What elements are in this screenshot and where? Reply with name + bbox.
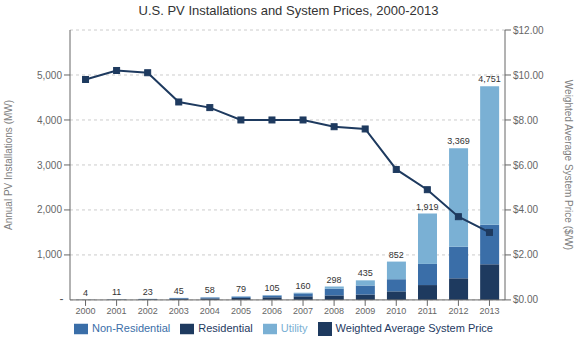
svg-text:$10.00: $10.00: [513, 70, 544, 81]
svg-text:2005: 2005: [231, 306, 251, 316]
svg-text:3,369: 3,369: [447, 136, 470, 146]
svg-text:23: 23: [143, 287, 153, 297]
svg-text:852: 852: [389, 250, 404, 260]
svg-text:2008: 2008: [324, 306, 344, 316]
svg-text:2,000: 2,000: [37, 204, 62, 215]
svg-text:2004: 2004: [200, 306, 220, 316]
svg-text:$4.00: $4.00: [513, 204, 538, 215]
svg-text:2000: 2000: [76, 306, 96, 316]
html-text:U.S. PV Installations and Syst: U.S. PV Installations and System Prices,…: [138, 3, 439, 18]
svg-text:45: 45: [174, 286, 184, 296]
svg-text:58: 58: [205, 285, 215, 295]
svg-text:2011: 2011: [418, 306, 437, 316]
html-text:Weighted Average System Price: Weighted Average System Price: [335, 321, 493, 334]
svg-text:2001: 2001: [107, 306, 127, 316]
svg-text:79: 79: [236, 284, 246, 294]
svg-text:435: 435: [358, 268, 373, 278]
svg-text:298: 298: [327, 275, 342, 285]
svg-text:105: 105: [264, 283, 279, 293]
svg-text:2012: 2012: [448, 306, 468, 316]
html-text:Utility: Utility: [280, 321, 308, 334]
svg-text:5,000: 5,000: [37, 70, 62, 81]
svg-text:2002: 2002: [138, 306, 158, 316]
svg-text:4: 4: [83, 288, 88, 298]
svg-text:2006: 2006: [262, 306, 282, 316]
svg-text:1,919: 1,919: [416, 202, 439, 212]
svg-text:$2.00: $2.00: [513, 249, 538, 260]
svg-text:11: 11: [112, 287, 121, 297]
html-text:Residential: Residential: [198, 321, 253, 334]
html-text:Non-Residential: Non-Residential: [92, 321, 171, 334]
svg-text:4,000: 4,000: [37, 115, 62, 126]
svg-text:2013: 2013: [479, 306, 499, 316]
svg-text:3,000: 3,000: [37, 160, 62, 171]
svg-text:$8.00: $8.00: [513, 115, 538, 126]
svg-text:2010: 2010: [386, 306, 406, 316]
svg-text:2003: 2003: [169, 306, 189, 316]
svg-text:$12.00: $12.00: [513, 25, 544, 36]
svg-text:Annual PV Installations (MW): Annual PV Installations (MW): [8, 100, 14, 230]
svg-text:Weighted Average System Price: Weighted Average System Price ($/W): [563, 80, 569, 250]
svg-text:160: 160: [296, 281, 311, 291]
svg-text:1,000: 1,000: [37, 249, 62, 260]
svg-text:2007: 2007: [293, 306, 313, 316]
svg-text:-: -: [60, 292, 64, 306]
svg-text:4,751: 4,751: [478, 74, 501, 84]
svg-text:2009: 2009: [355, 306, 375, 316]
svg-text:$6.00: $6.00: [513, 160, 538, 171]
svg-text:$0.00: $0.00: [513, 294, 538, 305]
